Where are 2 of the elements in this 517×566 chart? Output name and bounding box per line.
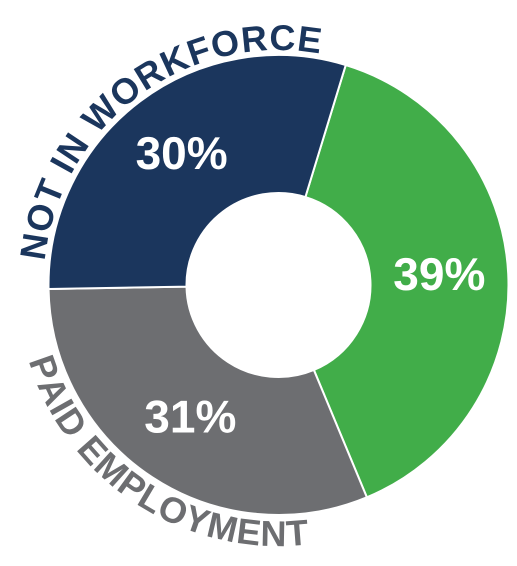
data-label: 30% (136, 127, 228, 180)
data-label: 39% (393, 248, 486, 300)
